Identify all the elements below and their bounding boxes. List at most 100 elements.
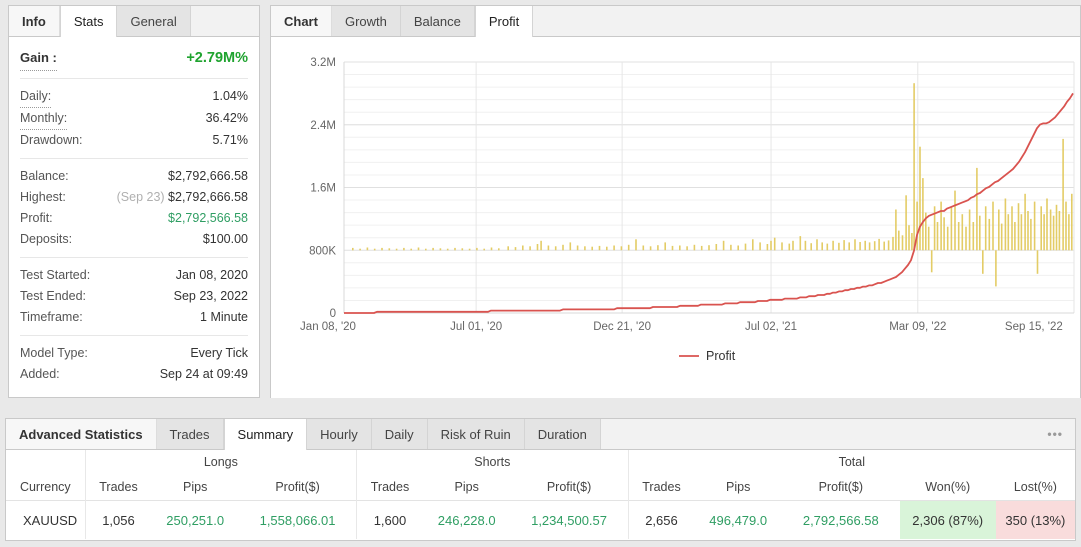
bar bbox=[540, 240, 542, 251]
tab-general[interactable]: General bbox=[117, 6, 191, 36]
tab-balance[interactable]: Balance bbox=[400, 6, 475, 36]
legend-item-profit[interactable]: Profit bbox=[679, 349, 736, 363]
stat-value: Sep 24 at 09:49 bbox=[159, 367, 248, 381]
bar bbox=[627, 244, 630, 251]
bar bbox=[946, 226, 949, 251]
stat-label: Balance: bbox=[20, 169, 69, 183]
bar bbox=[930, 250, 933, 273]
bar bbox=[1036, 250, 1039, 274]
bar bbox=[770, 240, 772, 251]
bar bbox=[708, 245, 710, 251]
stat-value: Sep 23, 2022 bbox=[173, 289, 248, 303]
tab-info[interactable]: Info bbox=[9, 6, 60, 36]
tab-daily[interactable]: Daily bbox=[371, 419, 428, 449]
bar bbox=[514, 247, 517, 251]
bar bbox=[737, 245, 739, 251]
bar bbox=[859, 242, 861, 251]
bar bbox=[554, 246, 557, 251]
summary-table: Longs Shorts Total Currency Trades Pips Profi… bbox=[6, 450, 1075, 539]
gain-row: Gain : +2.79M% bbox=[20, 46, 248, 71]
bar bbox=[1071, 193, 1073, 251]
bar bbox=[1055, 204, 1058, 251]
x-axis-tick-label: Mar 09, '22 bbox=[889, 321, 946, 333]
bar bbox=[766, 244, 769, 251]
stat-value: $2,792,566.58 bbox=[168, 211, 248, 225]
bar bbox=[664, 242, 666, 251]
bar bbox=[773, 237, 776, 251]
bar bbox=[461, 248, 464, 251]
bar bbox=[671, 245, 674, 251]
stat-row-balance: Balance: $2,792,666.58 bbox=[20, 166, 248, 187]
column-header-trades-7: Trades bbox=[627, 474, 695, 501]
bar bbox=[982, 250, 984, 274]
gain-value: +2.79M% bbox=[186, 50, 248, 66]
bar bbox=[925, 212, 927, 251]
profit-line bbox=[344, 92, 1074, 314]
tab-summary[interactable]: Summary bbox=[223, 419, 308, 450]
ellipsis-menu-icon[interactable]: ••• bbox=[1047, 427, 1063, 441]
bar bbox=[898, 230, 900, 251]
stat-label: Timeframe: bbox=[20, 310, 83, 324]
bar bbox=[919, 146, 921, 251]
tab-duration[interactable]: Duration bbox=[524, 419, 601, 449]
stat-section: Test Started: Jan 08, 2020 Test Ended: Sep … bbox=[20, 258, 248, 336]
cell-trades-1: 1,056 bbox=[84, 500, 152, 539]
bar bbox=[547, 245, 550, 251]
tab-trades[interactable]: Trades bbox=[156, 419, 224, 449]
cell-pips-2: 250,251.0 bbox=[151, 500, 240, 539]
bar bbox=[992, 201, 994, 251]
bar bbox=[468, 248, 471, 251]
bar bbox=[957, 222, 960, 251]
bar bbox=[940, 201, 942, 251]
bar bbox=[816, 239, 818, 251]
bar bbox=[895, 209, 897, 251]
bar bbox=[1014, 222, 1016, 251]
bar bbox=[446, 248, 449, 251]
bar bbox=[1049, 209, 1052, 251]
table-column-header-row: Currency Trades Pips Profit($) Trades Pips Pro… bbox=[6, 474, 1075, 501]
bar bbox=[425, 248, 427, 251]
bar bbox=[403, 247, 405, 251]
tab-stats[interactable]: Stats bbox=[59, 6, 118, 37]
bar bbox=[522, 245, 524, 251]
bar bbox=[1027, 211, 1029, 251]
bar bbox=[883, 241, 885, 251]
column-header-profit-3: Profit($) bbox=[275, 480, 320, 494]
gain-section: Gain : +2.79M% bbox=[20, 39, 248, 79]
bar bbox=[613, 245, 615, 251]
bar bbox=[744, 243, 747, 251]
bar bbox=[965, 226, 967, 251]
bar bbox=[878, 238, 880, 251]
stat-label: Monthly: bbox=[20, 108, 68, 130]
bar bbox=[972, 222, 975, 251]
legend-label: Profit bbox=[706, 349, 736, 363]
bar bbox=[576, 245, 579, 251]
bar bbox=[792, 240, 794, 251]
bar bbox=[848, 242, 850, 251]
y-axis-tick-label: 1.6M bbox=[310, 183, 336, 195]
stat-label: Daily: bbox=[20, 86, 52, 108]
bar bbox=[788, 243, 791, 251]
tab-profit[interactable]: Profit bbox=[474, 6, 534, 37]
bar bbox=[1017, 203, 1020, 251]
tab-hourly[interactable]: Hourly bbox=[307, 419, 372, 449]
column-header-pips-5: Pips bbox=[454, 480, 479, 494]
bar bbox=[381, 247, 383, 251]
chart-tabs: Growth Balance Profit bbox=[331, 6, 534, 37]
stat-row-added: Added: Sep 24 at 09:49 bbox=[20, 364, 248, 385]
tab-risk-of-ruin[interactable]: Risk of Ruin bbox=[427, 419, 525, 449]
stat-value: Every Tick bbox=[190, 346, 248, 360]
tab-chart-title[interactable]: Chart bbox=[271, 6, 332, 36]
bar bbox=[1004, 198, 1007, 251]
bar bbox=[686, 246, 688, 251]
advanced-tabstrip: Advanced Statistics Trades Summary Hourly D… bbox=[6, 419, 1075, 450]
bar bbox=[854, 239, 856, 251]
bar bbox=[799, 236, 802, 251]
bar bbox=[700, 245, 703, 251]
stat-label: Test Ended: bbox=[20, 289, 87, 303]
bar bbox=[562, 244, 564, 251]
tab-growth[interactable]: Growth bbox=[331, 6, 401, 36]
bar bbox=[1068, 214, 1070, 251]
stat-row-deposits: Deposits: $100.00 bbox=[20, 229, 248, 250]
bar bbox=[979, 215, 981, 251]
